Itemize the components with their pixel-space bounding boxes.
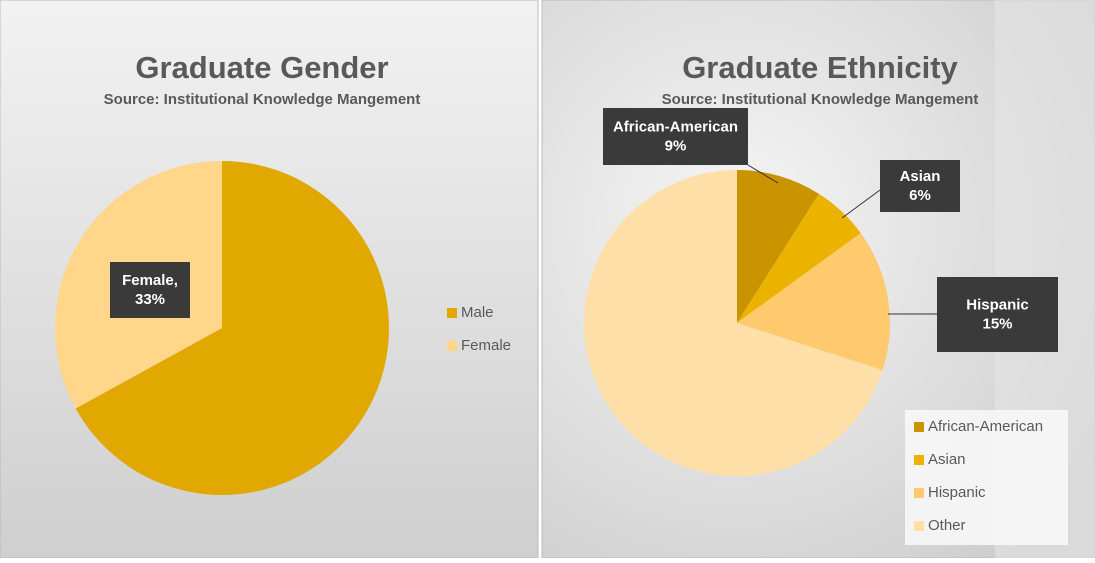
chart-subtitle: Source: Institutional Knowledge Mangemen…	[662, 91, 979, 108]
pie-slice	[75, 161, 389, 495]
chart-subtitle: Source: Institutional Knowledge Mangemen…	[104, 91, 421, 108]
data-label: Hispanic 15%	[966, 296, 1029, 332]
data-label: Asian 6%	[900, 168, 941, 204]
data-label: African-American 9%	[613, 118, 738, 154]
pie-slice	[737, 193, 861, 323]
pie-slice	[737, 170, 819, 323]
pie-slice	[584, 170, 883, 476]
leader-line	[841, 189, 881, 219]
legend-label: Other	[928, 517, 966, 534]
leader-line	[747, 164, 779, 184]
legend-swatch	[447, 308, 457, 318]
data-label: Female, 33%	[122, 272, 178, 308]
data-label-box	[603, 108, 748, 165]
pie-slice	[737, 233, 890, 371]
legend-box	[905, 410, 1068, 545]
chart-title: Graduate Ethnicity	[682, 50, 958, 85]
legend-label: Female	[461, 337, 511, 354]
data-label-box	[880, 160, 960, 212]
legend-swatch	[447, 341, 457, 351]
legend-label: Asian	[928, 451, 966, 468]
legend-swatch	[914, 422, 924, 432]
legend-swatch	[914, 455, 924, 465]
chart-title: Graduate Gender	[135, 50, 388, 85]
data-label-box	[937, 277, 1058, 352]
legend-swatch	[914, 488, 924, 498]
legend-label: Hispanic	[928, 484, 986, 501]
legend-swatch	[914, 521, 924, 531]
data-label-box	[110, 262, 190, 318]
legend-label: African-American	[928, 418, 1043, 435]
legend-label: Male	[461, 304, 494, 321]
